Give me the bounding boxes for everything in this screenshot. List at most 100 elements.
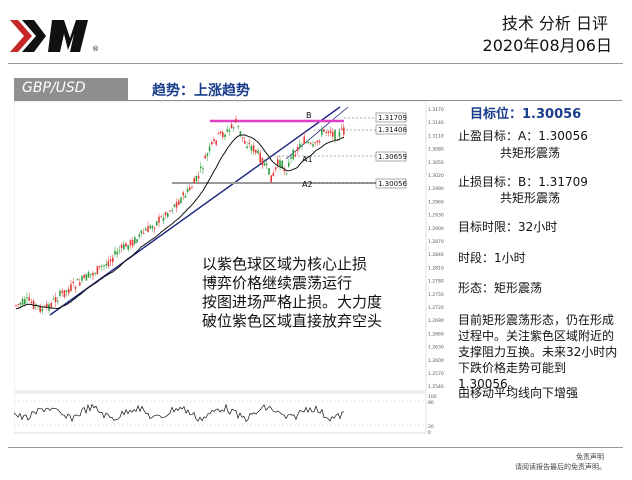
candle-body	[32, 300, 35, 309]
svg-text:1.30056: 1.30056	[378, 180, 407, 188]
header-divider	[8, 63, 623, 64]
candle-body	[301, 145, 303, 147]
candle-body	[83, 274, 85, 278]
price-axis-tick: 1.2630	[428, 345, 444, 351]
candle-body	[28, 297, 30, 301]
candle-body	[193, 178, 195, 184]
price-axis-tick: 1.2780	[428, 279, 444, 285]
candle-body	[127, 245, 129, 250]
candle-body	[98, 265, 101, 267]
price-chart: 1.31709 1.31408 1.30659 1.30056 B A1 A2 …	[14, 101, 444, 441]
candle-body	[226, 129, 228, 132]
candle-body	[160, 216, 162, 217]
channel-line	[285, 106, 349, 160]
point-label-b: B	[306, 111, 312, 120]
annotation-line-3: 按图进场严格止损。大力度	[202, 293, 383, 311]
candle-body	[228, 129, 231, 132]
candle-body	[200, 166, 202, 169]
candle-body	[21, 298, 24, 305]
candle-body	[303, 136, 305, 145]
candle-body	[46, 303, 48, 308]
candle-body	[178, 200, 180, 205]
price-axis: 1.3170 1.3140 1.3110 1.3080 1.3050 1.3020 1.29…	[428, 107, 444, 390]
candle-body	[292, 149, 294, 160]
candle-body	[90, 273, 92, 275]
candle-body	[17, 304, 19, 305]
price-axis-tick: 1.2840	[428, 252, 444, 258]
svg-text:®: ®	[92, 45, 99, 53]
candle-body	[79, 282, 81, 286]
price-axis-tick: 1.3110	[428, 133, 444, 139]
candle-body	[296, 147, 299, 151]
stop-loss-note: 共矩形震荡	[500, 191, 561, 205]
trend-label: 趋势：上涨趋势	[152, 83, 250, 99]
candle-body	[164, 212, 167, 216]
candle-body	[15, 305, 17, 307]
candle-body	[169, 210, 171, 212]
candle-body	[268, 168, 270, 175]
candle-body	[270, 175, 272, 183]
candle-body	[246, 146, 248, 149]
disclaimer-text: 请阅读报告最后的免责声明。	[515, 463, 606, 471]
period: 时段：1小时	[458, 251, 526, 265]
candle-body	[65, 290, 68, 292]
price-axis-tick: 1.2750	[428, 292, 444, 298]
candle-body	[310, 142, 312, 144]
price-axis-tick: 1.2690	[428, 318, 444, 324]
candle-body	[142, 232, 145, 234]
candle-body	[305, 142, 308, 144]
candle-body	[325, 131, 327, 133]
price-axis-tick: 1.2990	[428, 186, 444, 192]
candle-body	[94, 273, 96, 275]
candle-body	[123, 244, 125, 250]
annotation-line-1: 以紫色球区域为核心止损	[202, 255, 368, 273]
candle-body	[314, 142, 316, 144]
candle-body	[318, 141, 321, 143]
candle-body	[316, 140, 319, 143]
candle-body	[285, 173, 288, 175]
candle-body	[107, 261, 110, 267]
annotation-line-2: 博弈价格继续震荡运行	[202, 274, 353, 292]
price-axis-tick: 1.2600	[428, 358, 444, 364]
candle-body	[118, 250, 121, 251]
pair-bar-underline	[14, 100, 622, 101]
candle-body	[332, 131, 334, 137]
candle-body	[208, 146, 211, 152]
price-axis-tick: 1.2570	[428, 371, 444, 377]
candle-body	[19, 302, 22, 305]
candle-body	[219, 131, 222, 134]
candle-body	[39, 305, 41, 313]
candle-body	[266, 163, 268, 165]
xm-logo: ®	[10, 20, 99, 53]
level-label-a1: 1.30659	[375, 151, 407, 162]
candle-body	[323, 129, 325, 132]
candle-body	[114, 250, 116, 255]
candle-body	[224, 134, 226, 137]
candle-body	[211, 141, 213, 145]
candle-body	[244, 140, 246, 144]
analysis-description: 目前矩形震荡形态，仍在形成过程中。关注紫色区域附近的支撑阻力互换。未来32小时内…	[458, 313, 618, 391]
candle-body	[340, 128, 343, 130]
candle-body	[103, 265, 105, 267]
candle-body	[257, 150, 259, 154]
moving-average-note: 由移动平均线向下增强	[458, 386, 579, 400]
candle-body	[191, 187, 193, 189]
candle-body	[35, 303, 37, 307]
currency-pair: GBP/USD	[22, 80, 86, 96]
candle-body	[233, 127, 235, 129]
disclaimer-title: 免责声明	[576, 453, 604, 461]
candle-body	[327, 131, 330, 134]
svg-text:1.31709: 1.31709	[378, 114, 407, 122]
candle-body	[202, 168, 204, 170]
price-axis-tick: 1.3080	[428, 147, 444, 153]
moving-average-line	[15, 134, 344, 310]
target-level: 目标位：1.30056	[470, 107, 582, 122]
candle-body	[206, 153, 209, 157]
candle-body	[329, 131, 332, 134]
take-profit-line: 止盈目标：A：1.30056	[458, 129, 588, 143]
candle-body	[61, 291, 63, 293]
candle-body	[283, 168, 286, 172]
candle-body	[343, 127, 345, 135]
oscillator-line	[14, 403, 345, 423]
